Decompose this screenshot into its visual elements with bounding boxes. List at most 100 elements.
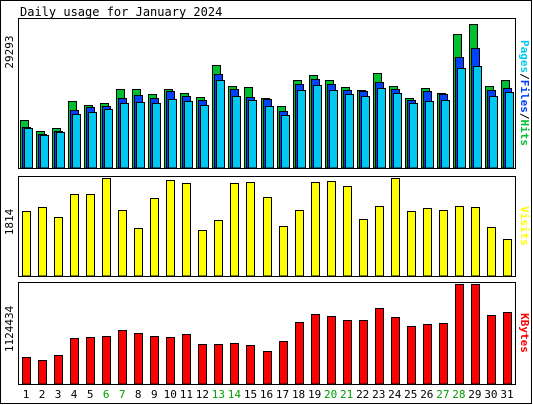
bar-kbytes-kbytes-day-25 <box>407 326 416 385</box>
bar-kbytes-kbytes-day-28 <box>455 284 464 385</box>
x-tick-label-day-11: 11 <box>180 388 193 401</box>
bar-visits-visits-day-7 <box>118 210 127 277</box>
bar-visits-visits-day-13 <box>214 220 223 277</box>
bar-kbytes-kbytes-day-19 <box>311 314 320 385</box>
bar-kbytes-kbytes-day-18 <box>295 322 304 385</box>
x-tick-label-day-19: 19 <box>308 388 321 401</box>
series-visits-visits <box>22 178 512 277</box>
legend-kbytes: KBytes <box>518 313 531 353</box>
bar-kbytes-kbytes-day-10 <box>166 337 175 385</box>
bar-pages-files-hits-pages-day-18 <box>297 90 306 169</box>
chart-title: Daily usage for January 2024 <box>20 5 222 19</box>
bar-visits-visits-day-1 <box>22 211 31 277</box>
bar-visits-visits-day-11 <box>182 183 191 277</box>
bar-visits-visits-day-2 <box>38 207 47 277</box>
legend-entry-kbytes-0: KBytes <box>518 313 531 353</box>
panel-pages-files-hits: 29293 Pages/Files/Hits <box>3 18 531 169</box>
bar-pages-files-hits-pages-day-8 <box>136 102 145 169</box>
x-tick-label-day-1: 1 <box>23 388 30 401</box>
bar-pages-files-hits-pages-day-15 <box>248 100 257 169</box>
x-tick-label-day-7: 7 <box>119 388 126 401</box>
bar-pages-files-hits-pages-day-7 <box>120 103 129 169</box>
bar-pages-files-hits-pages-day-24 <box>393 93 402 169</box>
bar-pages-files-hits-pages-day-12 <box>200 105 209 169</box>
bar-pages-files-hits-pages-day-28 <box>457 68 466 169</box>
bar-pages-files-hits-pages-day-25 <box>409 103 418 169</box>
bar-kbytes-kbytes-day-12 <box>198 344 207 385</box>
x-tick-label-day-22: 22 <box>356 388 369 401</box>
bar-visits-visits-day-9 <box>150 198 159 277</box>
bar-kbytes-kbytes-day-30 <box>487 315 496 385</box>
legend-entry-pages-files-hits-3: / <box>518 113 531 120</box>
bar-kbytes-kbytes-day-3 <box>54 355 63 385</box>
legend-visits: Visits <box>518 206 531 246</box>
y-max-label-visits: 1814 <box>3 208 16 235</box>
x-tick-label-day-6: 6 <box>103 388 110 401</box>
bar-pages-files-hits-pages-day-22 <box>361 96 370 169</box>
y-max-label-kbytes: 1124434 <box>3 305 16 352</box>
bar-kbytes-kbytes-day-5 <box>86 337 95 385</box>
x-tick-label-day-5: 5 <box>87 388 94 401</box>
bar-kbytes-kbytes-day-13 <box>214 344 223 385</box>
bar-pages-files-hits-pages-day-2 <box>40 135 49 169</box>
bar-visits-visits-day-4 <box>70 194 79 277</box>
x-tick-label-day-29: 29 <box>468 388 481 401</box>
x-tick-label-day-25: 25 <box>404 388 417 401</box>
bar-visits-visits-day-12 <box>198 230 207 277</box>
x-tick-label-day-20: 20 <box>324 388 337 401</box>
x-tick-label-day-8: 8 <box>135 388 142 401</box>
legend-entry-pages-files-hits-4: Hits <box>518 120 531 147</box>
bar-pages-files-hits-pages-day-30 <box>489 96 498 169</box>
bar-pages-files-hits-pages-day-11 <box>184 101 193 169</box>
legend-entry-visits-0: Visits <box>518 206 531 246</box>
x-tick-label-day-12: 12 <box>196 388 209 401</box>
bar-kbytes-kbytes-day-16 <box>263 351 272 385</box>
bar-visits-visits-day-26 <box>423 208 432 277</box>
bar-pages-files-hits-pages-day-23 <box>377 88 386 169</box>
bar-visits-visits-day-15 <box>246 182 255 277</box>
bar-kbytes-kbytes-day-11 <box>182 334 191 385</box>
x-tick-label-day-9: 9 <box>151 388 158 401</box>
bar-kbytes-kbytes-day-22 <box>359 320 368 385</box>
bar-kbytes-kbytes-day-15 <box>246 345 255 385</box>
chart-panels: 29293 Pages/Files/Hits 1814 Visits 1124434 KB… <box>3 18 531 385</box>
x-tick-label-day-31: 31 <box>500 388 513 401</box>
bar-visits-visits-day-6 <box>102 178 111 277</box>
legend-entry-pages-files-hits-1: / <box>518 73 531 80</box>
bar-visits-visits-day-18 <box>295 210 304 277</box>
bar-pages-files-hits-pages-day-3 <box>56 132 65 169</box>
bar-kbytes-kbytes-day-6 <box>102 336 111 385</box>
x-tick-label-day-23: 23 <box>372 388 385 401</box>
bar-kbytes-kbytes-day-20 <box>327 316 336 385</box>
bar-kbytes-kbytes-day-26 <box>423 324 432 385</box>
series-pages-files-hits-pages <box>24 66 514 169</box>
bar-pages-files-hits-pages-day-20 <box>329 90 338 169</box>
bar-visits-visits-day-28 <box>455 206 464 277</box>
bar-pages-files-hits-pages-day-26 <box>425 101 434 169</box>
bar-pages-files-hits-pages-day-29 <box>473 66 482 169</box>
x-tick-label-day-2: 2 <box>39 388 46 401</box>
x-tick-label-day-27: 27 <box>436 388 449 401</box>
bar-pages-files-hits-pages-day-17 <box>281 115 290 169</box>
panel-visits: 1814 Visits <box>3 176 531 277</box>
bar-pages-files-hits-pages-day-9 <box>152 103 161 169</box>
x-tick-label-day-28: 28 <box>452 388 465 401</box>
bar-visits-visits-day-21 <box>343 186 352 277</box>
bar-kbytes-kbytes-day-1 <box>22 357 31 385</box>
bar-visits-visits-day-23 <box>375 206 384 277</box>
panel-kbytes: 1124434 KBytes <box>3 282 531 385</box>
bar-visits-visits-day-25 <box>407 211 416 277</box>
bar-kbytes-kbytes-day-29 <box>471 284 480 385</box>
bar-pages-files-hits-pages-day-31 <box>505 92 514 169</box>
x-tick-label-day-17: 17 <box>276 388 289 401</box>
bar-pages-files-hits-pages-day-16 <box>265 106 274 169</box>
x-tick-label-day-4: 4 <box>71 388 78 401</box>
y-max-label-pages-files-hits: 29293 <box>3 35 16 68</box>
bar-pages-files-hits-pages-day-14 <box>232 96 241 169</box>
legend-pages-files-hits: Pages/Files/Hits <box>518 40 531 146</box>
bar-visits-visits-day-27 <box>439 210 448 277</box>
bar-pages-files-hits-pages-day-6 <box>104 109 113 169</box>
bar-pages-files-hits-pages-day-13 <box>216 80 225 169</box>
bar-pages-files-hits-pages-day-21 <box>345 94 354 169</box>
bar-pages-files-hits-pages-day-27 <box>441 100 450 169</box>
